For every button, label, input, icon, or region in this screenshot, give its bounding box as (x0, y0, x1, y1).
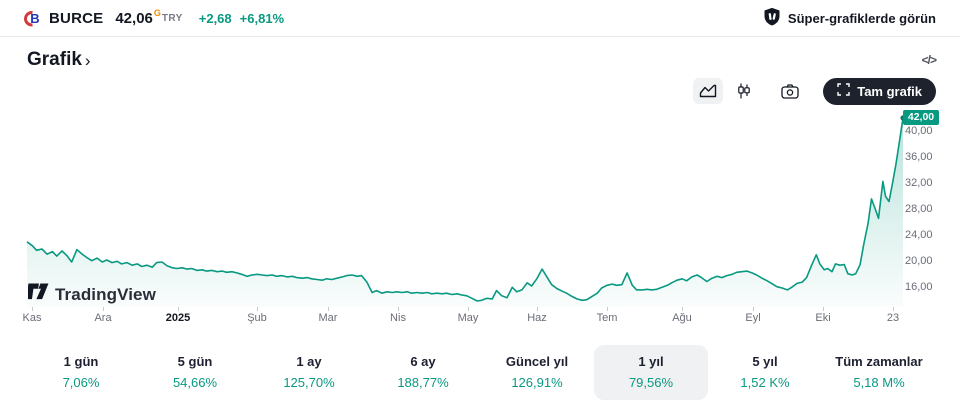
x-axis-tick (103, 307, 104, 311)
x-axis-tick (537, 307, 538, 311)
period-button-5yil[interactable]: 5 yıl 1,52 K% (708, 345, 822, 400)
x-axis-label: Şub (247, 312, 267, 324)
currency-label: TRY (161, 12, 183, 24)
tradingview-label: TradingView (55, 285, 156, 304)
section-title-link[interactable]: Grafik › (27, 49, 91, 71)
fullscreen-label: Tam grafik (857, 83, 922, 99)
chevron-right-icon: › (84, 50, 91, 70)
x-axis-tick (398, 307, 399, 311)
area-chart-icon (699, 84, 717, 98)
x-axis-tick (682, 307, 683, 311)
y-axis-label: 32,00 (905, 176, 933, 189)
ticker-header: B BURCE 42,06 G TRY +2,68 +6,81% Süper-g… (0, 0, 960, 37)
period-label: 1 gün (63, 354, 99, 369)
x-axis-tick (257, 307, 258, 311)
x-axis-label: May (457, 312, 479, 324)
snapshot-button[interactable] (775, 78, 805, 104)
period-button-6ay[interactable]: 6 ay 188,77% (366, 345, 480, 400)
period-button-1yil[interactable]: 1 yıl 79,56% (594, 345, 708, 400)
supercharts-label: Süper-grafiklerde görün (787, 10, 936, 26)
x-axis-label: Tem (596, 312, 618, 324)
x-axis-label: 2025 (165, 312, 191, 324)
y-axis-label: 16,00 (905, 280, 933, 293)
x-axis-label: Nis (390, 312, 406, 324)
y-axis-label: 40,00 (905, 124, 933, 137)
supercharts-shield-icon (763, 7, 781, 29)
x-axis-tick (32, 307, 33, 311)
period-button-ytd[interactable]: Güncel yıl 126,91% (480, 345, 594, 400)
period-label: 5 gün (177, 354, 213, 369)
period-value: 126,91% (511, 375, 563, 390)
period-button-1g[interactable]: 1 gün 7,06% (24, 345, 138, 400)
x-axis-tick (823, 307, 824, 311)
x-axis-tick (893, 307, 894, 311)
svg-text:B: B (30, 11, 39, 26)
x-axis-label: Mar (318, 312, 338, 324)
period-label: 5 yıl (752, 354, 778, 369)
fullscreen-button[interactable]: Tam grafik (823, 77, 936, 105)
period-value: 1,52 K% (740, 375, 790, 390)
period-selector: 1 gün 7,06% 5 gün 54,66% 1 ay 125,70% 6 … (24, 345, 936, 400)
x-axis-tick (468, 307, 469, 311)
period-label: 1 yıl (638, 354, 664, 369)
period-value: 125,70% (283, 375, 335, 390)
x-axis-tick (753, 307, 754, 311)
period-value: 7,06% (62, 375, 100, 390)
y-axis-label: 36,00 (905, 150, 933, 163)
tradingview-attribution[interactable]: TradingView (26, 283, 156, 307)
period-label: 1 ay (296, 354, 322, 369)
page-title: Grafik (27, 49, 82, 70)
camera-icon (781, 83, 799, 99)
period-label: 6 ay (410, 354, 436, 369)
period-button-1ay[interactable]: 1 ay 125,70% (252, 345, 366, 400)
change-absolute: +2,68 (198, 10, 232, 26)
fullscreen-icon (837, 83, 850, 99)
y-axis-label: 24,00 (905, 228, 933, 241)
time-axis[interactable]: Kas Ara 2025 Şub Mar Nis May Haz Tem Ağu Eyl Eki 23 (0, 307, 960, 327)
period-label: Tüm zamanlar (835, 354, 923, 369)
x-axis-label: 23 (886, 312, 900, 324)
area-fill (27, 117, 903, 307)
chart-style-candles-button[interactable] (729, 78, 759, 104)
y-axis-label: 28,00 (905, 202, 933, 215)
x-axis-label: Kas (22, 312, 42, 324)
candlestick-icon (737, 83, 751, 99)
x-axis-tick (328, 307, 329, 311)
x-axis-label: Eyl (745, 312, 761, 324)
embed-code-icon[interactable]: </> (921, 53, 937, 67)
x-axis-label: Ara (94, 312, 112, 324)
ticker-symbol: BURCE (49, 9, 104, 27)
x-axis-tick (607, 307, 608, 311)
ticker-price: 42,06 (115, 9, 153, 27)
x-axis-label: Ağu (672, 312, 692, 324)
price-line (26, 117, 904, 302)
period-value: 5,18 M% (853, 375, 905, 390)
chart-canvas[interactable] (0, 109, 960, 307)
period-button-5g[interactable]: 5 gün 54,66% (138, 345, 252, 400)
period-value: 79,56% (628, 375, 674, 390)
company-logo-icon: B (24, 10, 41, 27)
price-chart[interactable]: 42,00 16,00 20,00 24,00 28,00 32,00 36,00 40,0… (0, 109, 960, 307)
price-flag: G (153, 7, 161, 18)
change-percent: +6,81% (239, 10, 285, 26)
x-axis-label: Haz (527, 312, 547, 324)
supercharts-link[interactable]: Süper-grafiklerde görün (763, 7, 936, 29)
period-button-all[interactable]: Tüm zamanlar 5,18 M% (822, 345, 936, 400)
x-axis-label: Eki (815, 312, 831, 324)
period-value: 54,66% (172, 375, 218, 390)
chart-style-area-button[interactable] (693, 78, 724, 104)
y-axis-label: 20,00 (905, 254, 933, 267)
last-price-badge: 42,00 (903, 110, 939, 126)
tradingview-logo-icon (26, 283, 49, 307)
period-value: 188,77% (397, 375, 449, 390)
period-label: Güncel yıl (505, 354, 569, 369)
x-axis-tick (178, 307, 179, 311)
